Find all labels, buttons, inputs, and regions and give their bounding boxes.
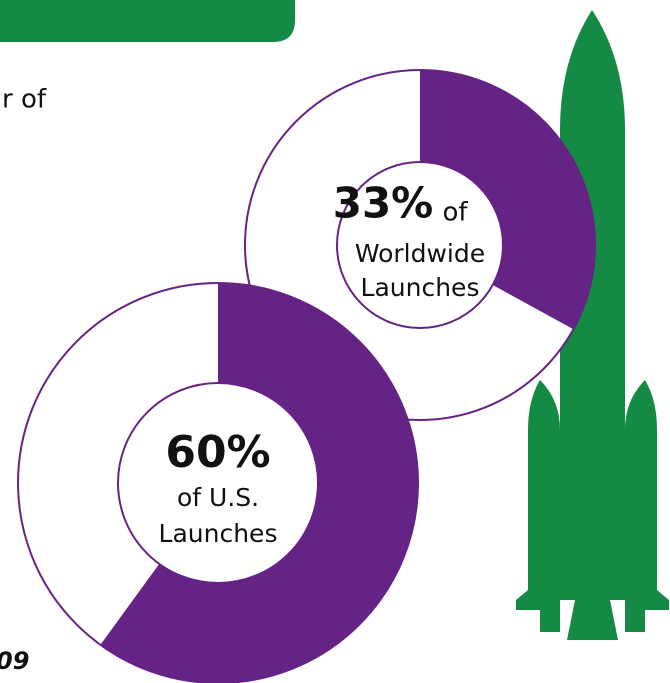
- donut-label: Launches: [361, 273, 480, 302]
- footnote-fragment: 09: [0, 647, 29, 675]
- donut-hole: [336, 161, 504, 329]
- value-label: 60%: [165, 427, 270, 478]
- donut-label: Worldwide: [355, 239, 485, 268]
- donut-segment: [100, 283, 419, 683]
- donut-label: Launches: [159, 519, 278, 548]
- donut-label: of: [442, 198, 468, 228]
- rocket: [516, 10, 669, 640]
- banner: [0, 0, 295, 42]
- value-label: 33%: [333, 179, 434, 228]
- donut-chart: 60% of U.S. Launches: [17, 282, 419, 683]
- donut-hole: [117, 382, 319, 584]
- donut-segment: [420, 70, 596, 330]
- donut-label: of U.S.: [177, 483, 259, 512]
- body-text-fragment: r of: [2, 85, 47, 115]
